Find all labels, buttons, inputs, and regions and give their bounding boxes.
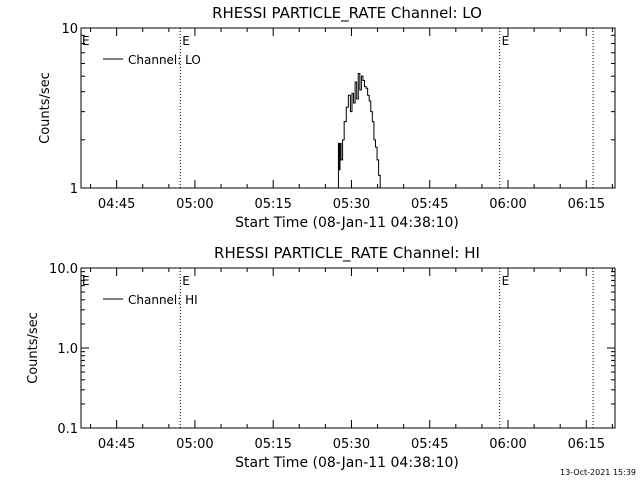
lo-plot-frame <box>80 27 616 189</box>
hi-event-marker-label: E <box>502 274 510 288</box>
hi-event-marker-label: E <box>82 274 90 288</box>
hi-x-axis-label: Start Time (08-Jan-11 04:38:10) <box>235 455 459 471</box>
lo-series-line <box>337 72 388 189</box>
hi-legend-label: Channel: HI <box>128 293 198 307</box>
hi-y-tick-label: 10.0 <box>49 262 78 277</box>
lo-x-tick-label: 05:00 <box>176 197 213 212</box>
lo-x-tick-label: 05:45 <box>411 197 448 212</box>
lo-event-marker-label: E <box>182 34 190 48</box>
lo-x-axis-label: Start Time (08-Jan-11 04:38:10) <box>235 215 459 231</box>
lo-x-tick-label: 06:15 <box>568 197 605 212</box>
lo-x-tick-label: 04:45 <box>98 197 135 212</box>
hi-y-axis-label: Counts/sec <box>26 312 41 384</box>
hi-x-tick-label: 06:00 <box>489 437 526 452</box>
lo-chart-title: RHESSI PARTICLE_RATE Channel: LO <box>212 4 482 23</box>
lo-event-marker-label: E <box>82 34 90 48</box>
hi-x-tick-label: 05:30 <box>333 437 370 452</box>
lo-x-tick-label: 05:15 <box>254 197 291 212</box>
lo-x-tick-label: 06:00 <box>489 197 526 212</box>
hi-plot-frame <box>80 267 616 429</box>
footer-timestamp: 13-Oct-2021 15:39 <box>560 468 636 477</box>
hi-x-tick-label: 05:15 <box>254 437 291 452</box>
hi-chart-title: RHESSI PARTICLE_RATE Channel: HI <box>214 244 480 263</box>
lo-channel-panel: RHESSI PARTICLE_RATE Channel: LO Start T… <box>38 4 616 231</box>
hi-y-tick-label: 0.1 <box>57 422 78 437</box>
hi-x-tick-label: 06:15 <box>568 437 605 452</box>
hi-x-tick-label: 05:00 <box>176 437 213 452</box>
lo-legend-label: Channel: LO <box>128 53 201 67</box>
lo-y-tick-label: 1 <box>70 182 78 197</box>
hi-x-tick-label: 04:45 <box>98 437 135 452</box>
lo-x-tick-label: 05:30 <box>333 197 370 212</box>
hi-y-tick-label: 1.0 <box>57 342 78 357</box>
lo-y-axis-label: Counts/sec <box>38 72 53 144</box>
hi-event-marker-label: E <box>182 274 190 288</box>
hi-x-tick-label: 05:45 <box>411 437 448 452</box>
lo-y-tick-label: 10 <box>61 22 78 37</box>
hi-channel-panel: RHESSI PARTICLE_RATE Channel: HI Start T… <box>26 244 616 471</box>
lo-event-marker-label: E <box>502 34 510 48</box>
